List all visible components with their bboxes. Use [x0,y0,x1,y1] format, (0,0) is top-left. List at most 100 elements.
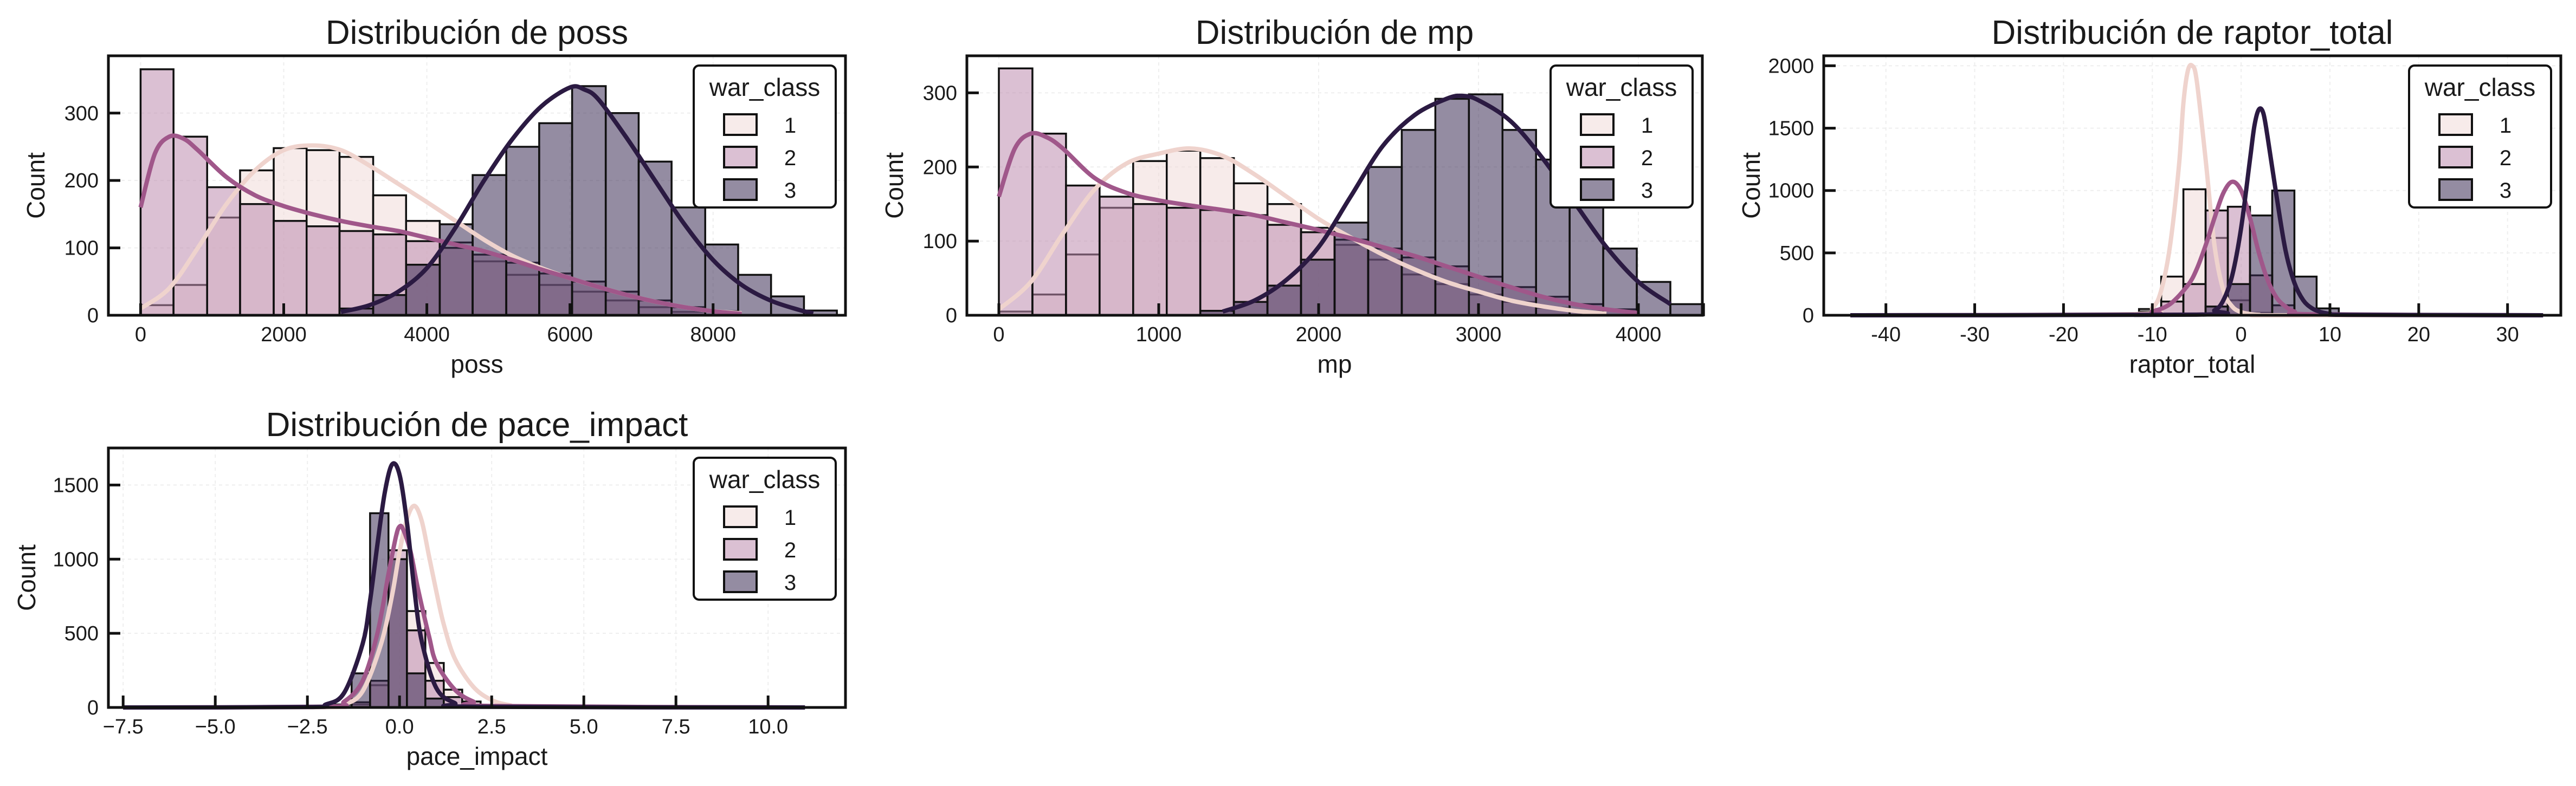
x-tick-label: 4000 [1616,323,1662,346]
legend: war_class 1 2 3 [693,64,837,209]
bar-class-3 [1669,303,1705,316]
bar-class-3 [505,146,540,316]
x-tick-label: -40 [1871,323,1901,346]
legend-swatch-2 [2438,146,2473,168]
legend-box [693,64,837,209]
y-tick-label: 1000 [53,548,99,571]
legend-label: 3 [1641,179,1653,203]
legend-label: 1 [1641,114,1653,138]
x-tick-label: 10 [2319,323,2341,346]
axes-frame [965,54,1704,317]
y-axis-label: Count [880,152,908,219]
y-tick-label: 0 [87,697,99,719]
bar-class-2 [1132,203,1168,316]
legend-swatch-3 [2438,178,2473,201]
legend-label: 1 [784,506,796,530]
bar-class-2 [1031,132,1067,316]
chart-panel-2: 0 1000 2000 3000 4000 0 100 200 300 Distribución … [880,14,1705,378]
y-axis-label: Count [22,152,50,219]
x-axis-label: pace_impact [406,742,548,770]
legend-swatch-2 [1580,146,1615,168]
legend-swatch-1 [1580,113,1615,136]
legend-swatch-1 [723,113,758,136]
y-tick-label: 300 [923,82,957,105]
bar-class-3 [604,112,640,316]
chart-title: Distribución de mp [1196,14,1474,51]
legend-label: 1 [2500,114,2512,138]
kde-line-class-2 [997,131,1639,315]
x-axis-label: poss [450,350,503,378]
bar-class-3 [388,558,408,709]
x-tick-label: -20 [2049,323,2078,346]
y-axis-label: Count [1737,152,1765,219]
x-tick-label: −2.5 [287,716,328,738]
bar-class-2 [338,230,375,316]
chart-panel-4: −7.5 −5.0 −2.5 0.0 2.5 5.0 7.5 10.0 0 500 1000 1500… [12,406,847,770]
bar-class-3 [1367,166,1403,316]
bar-class-2 [305,225,341,316]
chart-title: Distribución de pace_impact [266,406,688,444]
y-tick-label: 1500 [1768,118,1814,140]
x-tick-label: 0.0 [385,716,414,738]
bar-class-2 [273,220,308,316]
x-tick-label: 2000 [1296,323,1342,346]
legend-swatch-2 [723,538,758,561]
legend-swatch-3 [723,570,758,593]
legend: war_class 1 2 3 [2408,64,2552,209]
legend-label: 3 [784,571,796,595]
x-tick-label: 5.0 [570,716,598,738]
axes-frame [1822,54,2562,317]
legend-box [1550,64,1694,209]
y-tick-label: 100 [923,230,957,253]
x-tick-label: 8000 [690,323,736,346]
x-tick-label: 20 [2407,323,2430,346]
x-tick-label: 7.5 [662,716,690,738]
bar-class-3 [670,206,706,316]
bar-class-2 [1166,206,1202,316]
bar-class-3 [538,122,573,316]
x-tick-label: 0 [2236,323,2247,346]
legend-swatch-2 [723,146,758,168]
legend-title: war_class [709,465,821,493]
legend-swatch-1 [2438,113,2473,136]
bar-class-2 [1099,196,1134,316]
x-tick-label: 6000 [547,323,593,346]
x-tick-label: −5.0 [195,716,236,738]
legend-swatch-3 [1580,178,1615,201]
y-tick-label: 0 [1803,304,1814,327]
x-tick-label: −7.5 [103,716,144,738]
x-tick-label: 3000 [1456,323,1502,346]
x-axis-label: mp [1318,350,1352,378]
x-tick-label: 2.5 [477,716,506,738]
legend-label: 2 [1641,146,1653,170]
bar-class-3 [1602,248,1638,316]
y-tick-label: 200 [923,156,957,179]
y-tick-label: 1500 [53,474,99,497]
y-tick-label: 0 [946,304,957,327]
axes-frame [107,446,847,709]
legend-box [2408,64,2552,209]
x-tick-label: 2000 [261,323,307,346]
y-tick-label: 1000 [1768,180,1814,203]
legend-label: 2 [2500,146,2512,170]
chart-panel-1: 0 2000 4000 6000 8000 0 100 200 300 Distribución … [22,14,847,378]
bar-class-3 [571,85,607,316]
bar-class-2 [239,203,275,316]
kde-line-class-3 [123,461,805,710]
kde-line-class-3 [340,84,814,316]
bar-class-2 [1199,209,1235,316]
legend: war_class 1 2 3 [693,457,837,601]
x-tick-label: 10.0 [748,716,788,738]
legend-label: 3 [784,179,796,203]
x-tick-label: 30 [2496,323,2519,346]
kde-line-class-2 [138,133,742,316]
legend-title: war_class [1566,73,1677,101]
kde-line-class-3 [1222,93,1672,314]
legend: war_class 1 2 3 [1550,64,1694,209]
y-tick-label: 500 [1780,242,1814,265]
bar-class-3 [1400,129,1437,316]
y-tick-label: 200 [64,170,99,192]
legend-swatch-1 [723,505,758,528]
x-tick-label: 0 [135,323,146,346]
legend-label: 2 [784,146,796,170]
